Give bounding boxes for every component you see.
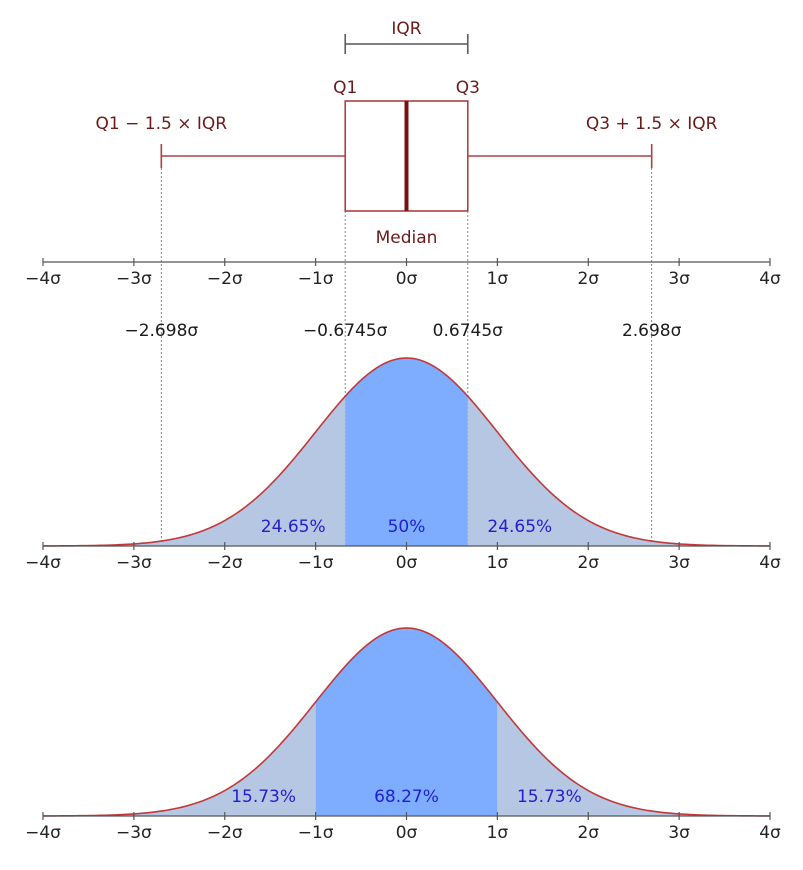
region-percent-label: 24.65% [487, 517, 552, 537]
normal-curve [42, 627, 771, 817]
x-tick-label: 1σ [487, 553, 509, 573]
distribution-iqr-panel: −2.698σ −0.6745σ 0.6745σ 2.698σ −4σ −3σ −2σ −1σ… [25, 321, 781, 573]
tail-region [497, 701, 770, 816]
x-tick-label: −4σ [25, 823, 61, 843]
x-tick-label: −2σ [207, 553, 243, 573]
region-percent-label: 15.73% [517, 787, 582, 807]
x-tick-label: −3σ [116, 269, 152, 289]
x-tick-label: −2σ [207, 269, 243, 289]
x-tick-label: 3σ [668, 823, 690, 843]
iqr-label: IQR [391, 19, 421, 39]
boxplot-panel: IQR Q1 Q3 Q1 − 1.5 × IQR Q3 + 1.5 × IQR Media… [25, 19, 781, 546]
tail-region [43, 701, 316, 816]
x-tick-label: 0σ [396, 553, 418, 573]
x-tick-label: −1σ [298, 553, 334, 573]
region-percent-label: 24.65% [261, 517, 326, 537]
x-tick-label: 4σ [759, 823, 781, 843]
region-percent-label: 50% [388, 517, 426, 537]
q3-label: Q3 [456, 78, 480, 98]
tail-region [43, 396, 346, 546]
boundary-value-label: −2.698σ [124, 321, 198, 341]
x-tick-label: 2σ [577, 553, 599, 573]
x-tick-label: −2σ [207, 823, 243, 843]
x-tick-label: −3σ [116, 553, 152, 573]
x-tick-label: −4σ [25, 269, 61, 289]
median-label: Median [376, 228, 438, 248]
x-tick-label: −1σ [298, 823, 334, 843]
boundary-value-label: 2.698σ [622, 321, 682, 341]
distribution-sigma-panel: −4σ −3σ −2σ −1σ 0σ 1σ 2σ 3σ 4σ 15.73% 68.27% 15.73% [25, 627, 781, 843]
tail-region [467, 396, 770, 546]
center-region [345, 358, 468, 546]
x-tick-label: 4σ [759, 269, 781, 289]
x-tick-label: 2σ [577, 269, 599, 289]
x-tick-label: 0σ [396, 823, 418, 843]
q1-label: Q1 [333, 78, 357, 98]
center-region [315, 628, 498, 816]
normal-curve [42, 357, 771, 547]
x-tick-label: 1σ [487, 269, 509, 289]
x-tick-label: 4σ [759, 553, 781, 573]
lower-whisker-label: Q1 − 1.5 × IQR [96, 114, 228, 134]
x-tick-label: 3σ [668, 553, 690, 573]
x-tick-label: 3σ [668, 269, 690, 289]
x-tick-label: −1σ [298, 269, 334, 289]
boundary-value-label: 0.6745σ [433, 321, 503, 341]
x-tick-label: −3σ [116, 823, 152, 843]
x-tick-label: 0σ [396, 269, 418, 289]
x-tick-label: −4σ [25, 553, 61, 573]
region-percent-label: 68.27% [374, 787, 439, 807]
region-percent-label: 15.73% [231, 787, 296, 807]
x-tick-label: 2σ [577, 823, 599, 843]
upper-whisker-label: Q3 + 1.5 × IQR [586, 114, 718, 134]
x-tick-label: 1σ [487, 823, 509, 843]
boundary-value-label: −0.6745σ [303, 321, 388, 341]
